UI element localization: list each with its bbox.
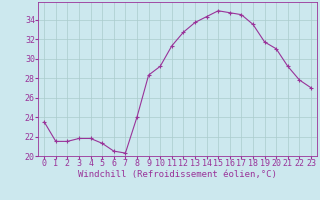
X-axis label: Windchill (Refroidissement éolien,°C): Windchill (Refroidissement éolien,°C): [78, 170, 277, 179]
